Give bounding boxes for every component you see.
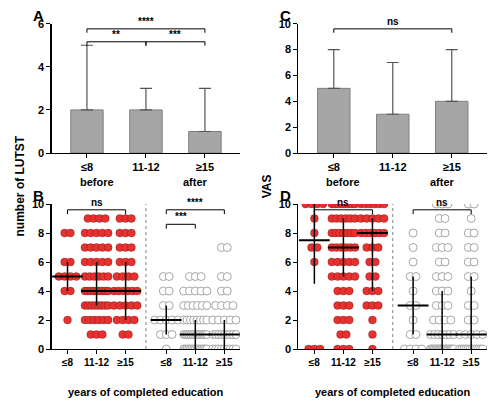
svg-text:ns: ns [337,197,349,208]
svg-text:after: after [430,176,455,188]
svg-text:A: A [33,7,44,24]
svg-text:0: 0 [38,147,44,159]
svg-text:2: 2 [285,121,291,133]
svg-text:before: before [326,176,360,188]
svg-text:ns: ns [91,197,103,208]
svg-text:8: 8 [285,43,291,55]
svg-text:11-12: 11-12 [84,357,109,368]
svg-text:4: 4 [285,285,292,297]
svg-text:≥15: ≥15 [196,161,214,173]
svg-text:11-12: 11-12 [132,161,160,173]
svg-text:number of LUTST: number of LUTST [13,135,27,236]
svg-text:10: 10 [279,18,291,30]
svg-text:4: 4 [38,285,45,297]
svg-text:****: **** [187,197,203,208]
svg-text:D: D [280,187,291,204]
svg-text:2: 2 [38,314,44,326]
svg-text:≥15: ≥15 [216,357,233,368]
svg-text:10: 10 [279,198,291,210]
svg-text:≤8: ≤8 [161,357,172,368]
svg-text:6: 6 [38,18,44,30]
svg-text:***: *** [169,29,181,40]
svg-text:VAS: VAS [260,175,274,199]
svg-text:****: **** [138,16,154,27]
svg-text:11-12: 11-12 [430,357,455,368]
svg-text:8: 8 [285,227,291,239]
svg-text:4: 4 [285,95,292,107]
svg-text:after: after [183,176,208,188]
svg-text:≥15: ≥15 [443,161,461,173]
svg-text:≥15: ≥15 [364,357,381,368]
svg-text:10: 10 [32,198,44,210]
svg-text:11-12: 11-12 [183,357,208,368]
svg-text:6: 6 [285,256,291,268]
svg-text:ns: ns [436,197,448,208]
svg-text:2: 2 [285,314,291,326]
svg-text:0: 0 [285,147,291,159]
svg-text:8: 8 [38,227,44,239]
svg-text:11-12: 11-12 [379,161,407,173]
svg-text:≥15: ≥15 [117,357,134,368]
svg-text:≥15: ≥15 [463,357,480,368]
svg-text:0: 0 [285,343,291,355]
svg-text:ns: ns [387,16,399,27]
svg-text:4: 4 [38,61,45,73]
svg-text:years of completed education: years of completed education [315,386,471,398]
svg-text:≤8: ≤8 [309,357,320,368]
svg-text:≤8: ≤8 [81,161,93,173]
svg-text:**: ** [112,29,120,40]
svg-text:≤8: ≤8 [328,161,340,173]
svg-text:11-12: 11-12 [331,357,356,368]
svg-text:C: C [280,7,291,24]
svg-text:2: 2 [38,104,44,116]
svg-text:6: 6 [285,69,291,81]
svg-text:≤8: ≤8 [408,357,419,368]
svg-text:before: before [80,176,114,188]
svg-text:0: 0 [38,343,44,355]
svg-text:6: 6 [38,256,44,268]
svg-text:B: B [33,187,44,204]
svg-text:≤8: ≤8 [62,357,73,368]
svg-text:***: *** [175,211,187,222]
svg-text:years of completed education: years of completed education [68,386,224,398]
